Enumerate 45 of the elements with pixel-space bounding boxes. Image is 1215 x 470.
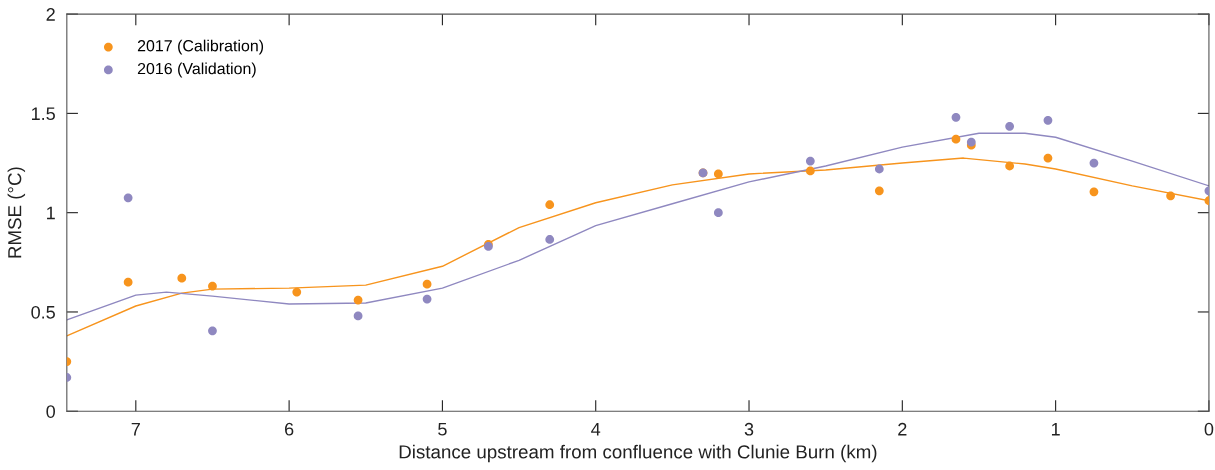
x-tick-label: 6 [285,422,294,436]
x-tick-label: 3 [744,422,754,436]
y-tick-label: 1.5 [31,107,55,121]
point [1005,161,1015,171]
y-tick-label: 0.5 [31,305,55,319]
point [1043,153,1053,163]
point [422,294,432,304]
y-tick-label: 0 [46,405,56,418]
point [805,166,815,176]
y-tick-label: 1 [47,206,55,220]
point [123,277,133,287]
point [874,186,884,196]
point [545,235,555,244]
point [208,281,217,291]
point [353,311,363,321]
point [353,295,363,305]
legend-label: 2016 (Validation) [137,62,256,78]
point [545,200,555,210]
point [177,273,187,283]
point [951,134,961,144]
point [1089,187,1099,197]
point [951,112,961,122]
point [1043,115,1053,125]
x-tick-label: 7 [131,423,140,436]
point [292,287,302,297]
x-tick-label: 2 [898,422,907,436]
y-tick-label: 2 [46,8,55,21]
point [1089,158,1099,168]
y-axis-title: RMSE (°C) [7,167,26,258]
point [713,169,723,179]
point [422,279,432,289]
point [713,208,723,218]
point [208,326,217,336]
point [874,164,884,174]
x-tick-label: 5 [438,423,447,436]
legend-label: 2017 (Calibration) [137,39,264,55]
x-axis-title: Distance upstream from confluence with Clunie Burn (km) [399,444,877,463]
point [1166,191,1175,201]
x-tick-label: 4 [591,423,601,436]
x-tick-label: 1 [1051,423,1060,436]
point [805,156,815,166]
x-tick-label: 0 [1204,422,1214,436]
line-series [66,132,1209,321]
point [1005,121,1015,131]
point [123,193,133,203]
